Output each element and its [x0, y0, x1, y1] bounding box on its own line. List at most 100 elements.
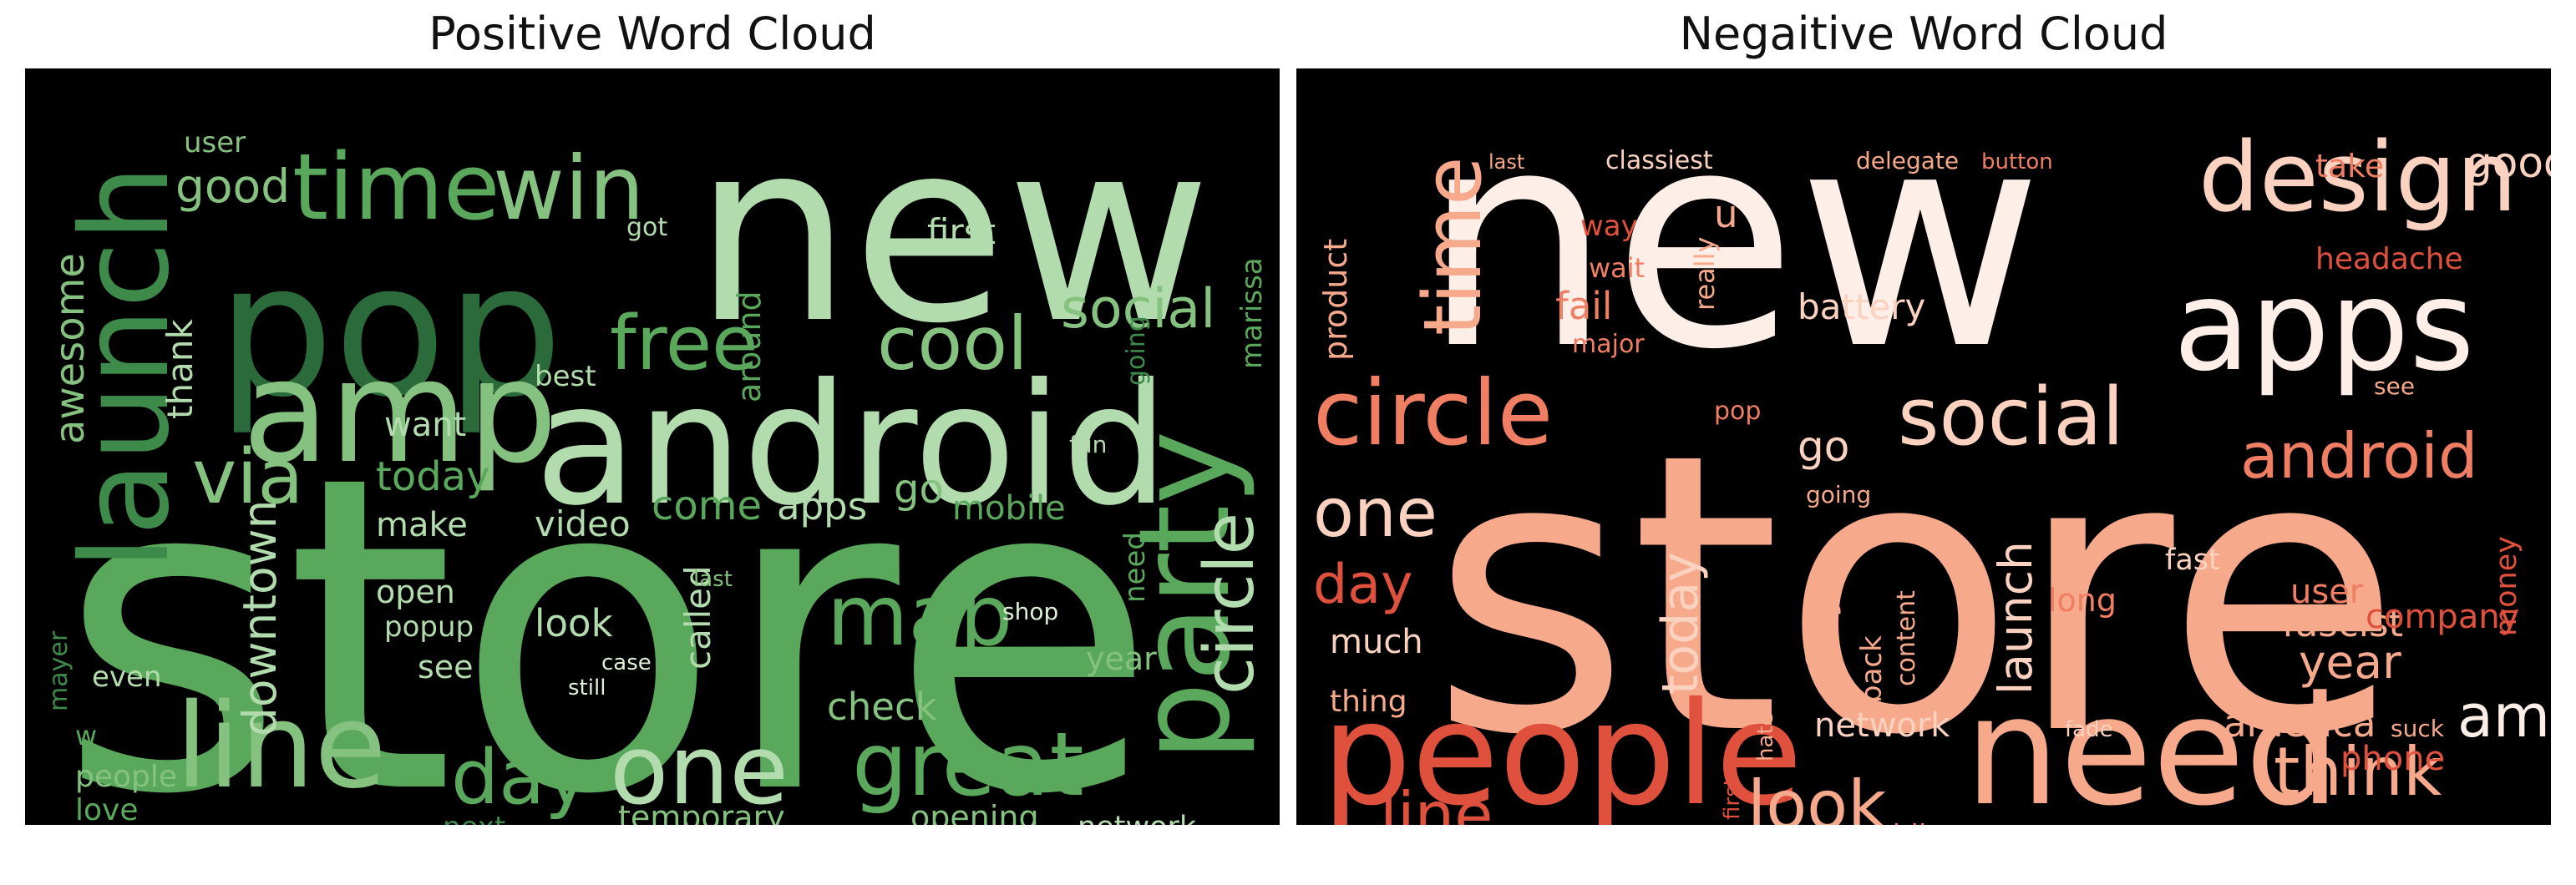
word-japan: japan	[2440, 823, 2506, 825]
word-amp: amp	[2457, 682, 2551, 751]
word-temporary: temporary	[618, 799, 785, 825]
word-talk: talk	[2031, 822, 2078, 825]
word-people: people	[1321, 672, 1803, 825]
word-thank: thank	[160, 319, 200, 419]
word-one: one	[1313, 474, 1438, 552]
word-want: want	[384, 406, 466, 444]
word-phone: phone	[2340, 740, 2445, 778]
word-open: open	[376, 574, 455, 610]
word-network: network	[1078, 811, 1197, 825]
word-going: going	[1806, 481, 1871, 508]
word-going: going	[1122, 316, 1151, 386]
word-case: case	[601, 650, 652, 675]
word-say: say	[1788, 590, 1842, 670]
word-free: free	[610, 300, 758, 387]
word-battery: battery	[1798, 286, 1925, 327]
word-suck: suck	[2391, 715, 2445, 742]
word-next: next	[443, 811, 505, 825]
word-way: way	[1580, 210, 1638, 243]
word-apps: apps	[2173, 254, 2475, 399]
word-money: money	[2490, 536, 2523, 636]
word-line: line	[175, 679, 387, 815]
word-hate: hate	[1753, 712, 1778, 761]
word-content: content	[1892, 590, 1921, 686]
word-amp: amp	[242, 330, 558, 495]
word-win: win	[493, 138, 645, 240]
word-day: day	[451, 734, 590, 822]
word-back: back	[1855, 635, 1889, 703]
word-check: check	[827, 685, 937, 729]
word-go: go	[1798, 422, 1849, 471]
word-store: store	[1430, 372, 2401, 819]
word-people: people	[75, 760, 177, 794]
word-see: see	[2374, 372, 2415, 400]
word-first: first	[1720, 777, 1745, 820]
word-fast: fast	[2165, 544, 2220, 577]
word-new: new	[1422, 68, 2043, 415]
word-video: video	[535, 503, 631, 544]
word-launch: launch	[55, 164, 196, 569]
word-mobile: mobile	[952, 489, 1066, 528]
word-pop: pop	[1714, 397, 1761, 426]
word-downtown: downtown	[233, 500, 287, 736]
word-fail: fail	[1555, 284, 1612, 328]
word-headache: headache	[2315, 242, 2463, 276]
word-new: new	[693, 87, 1211, 378]
word-social: social	[1061, 278, 1215, 341]
word-network: network	[1814, 706, 1950, 745]
word-circle: circle	[1313, 362, 1553, 466]
negative-chart-title: Negaitive Word Cloud	[1679, 8, 2168, 60]
word-day: day	[1313, 554, 1413, 616]
word-launch: launch	[1989, 541, 2042, 695]
word-fade: fade	[2065, 717, 2113, 742]
word-classiest: classiest	[1605, 146, 1713, 175]
word-via: via	[192, 433, 303, 521]
word-great: great	[852, 714, 1084, 816]
word-around: around	[731, 291, 768, 402]
word-pop: pop	[217, 224, 563, 437]
word-even: even	[92, 660, 162, 694]
word-go: go	[894, 466, 944, 513]
word-america: america	[2224, 701, 2376, 746]
word-called: called	[677, 565, 718, 670]
word-come: come	[652, 483, 762, 529]
word-last: last	[693, 567, 733, 592]
word-think: think	[2274, 733, 2442, 811]
word-line: line	[1380, 778, 1493, 825]
word-got: got	[626, 213, 667, 242]
word-store: store	[58, 383, 1157, 825]
word-social: social	[1898, 372, 2124, 463]
cloud-background	[25, 68, 1280, 825]
word-cool: cool	[877, 301, 1028, 387]
word-look: look	[1747, 766, 1887, 825]
word-popup: popup	[384, 610, 474, 644]
word-company: company	[2366, 598, 2519, 636]
word-make: make	[376, 506, 468, 544]
word-room: room	[2098, 822, 2163, 825]
word-w: w	[75, 720, 97, 751]
word-button: button	[1981, 149, 2053, 174]
word-good: good	[2466, 139, 2551, 187]
word-design: design	[2198, 122, 2518, 234]
word-time: time	[292, 134, 500, 240]
word-wait: wait	[1589, 252, 1645, 284]
word-best: best	[535, 360, 596, 393]
word-delegate: delegate	[1856, 147, 1959, 174]
word-take: take	[2315, 148, 2384, 185]
word-opening: opening	[910, 799, 1039, 825]
word-mobile: mobile	[1848, 819, 1944, 825]
word-need: need	[1965, 665, 2340, 825]
word-still: still	[568, 675, 606, 700]
word-marissa: marissa	[1235, 257, 1269, 369]
word-year: year	[2299, 635, 2401, 689]
word-love: love	[75, 793, 138, 825]
word-today: today	[1651, 552, 1710, 695]
word-party: party	[1113, 431, 1258, 761]
word-last: last	[1488, 150, 1524, 174]
word-android: android	[2240, 419, 2478, 493]
word-look: look	[535, 601, 613, 645]
word-want: want	[1564, 823, 1621, 825]
word-really: really	[1689, 237, 1721, 311]
word-major: major	[1572, 330, 1645, 359]
